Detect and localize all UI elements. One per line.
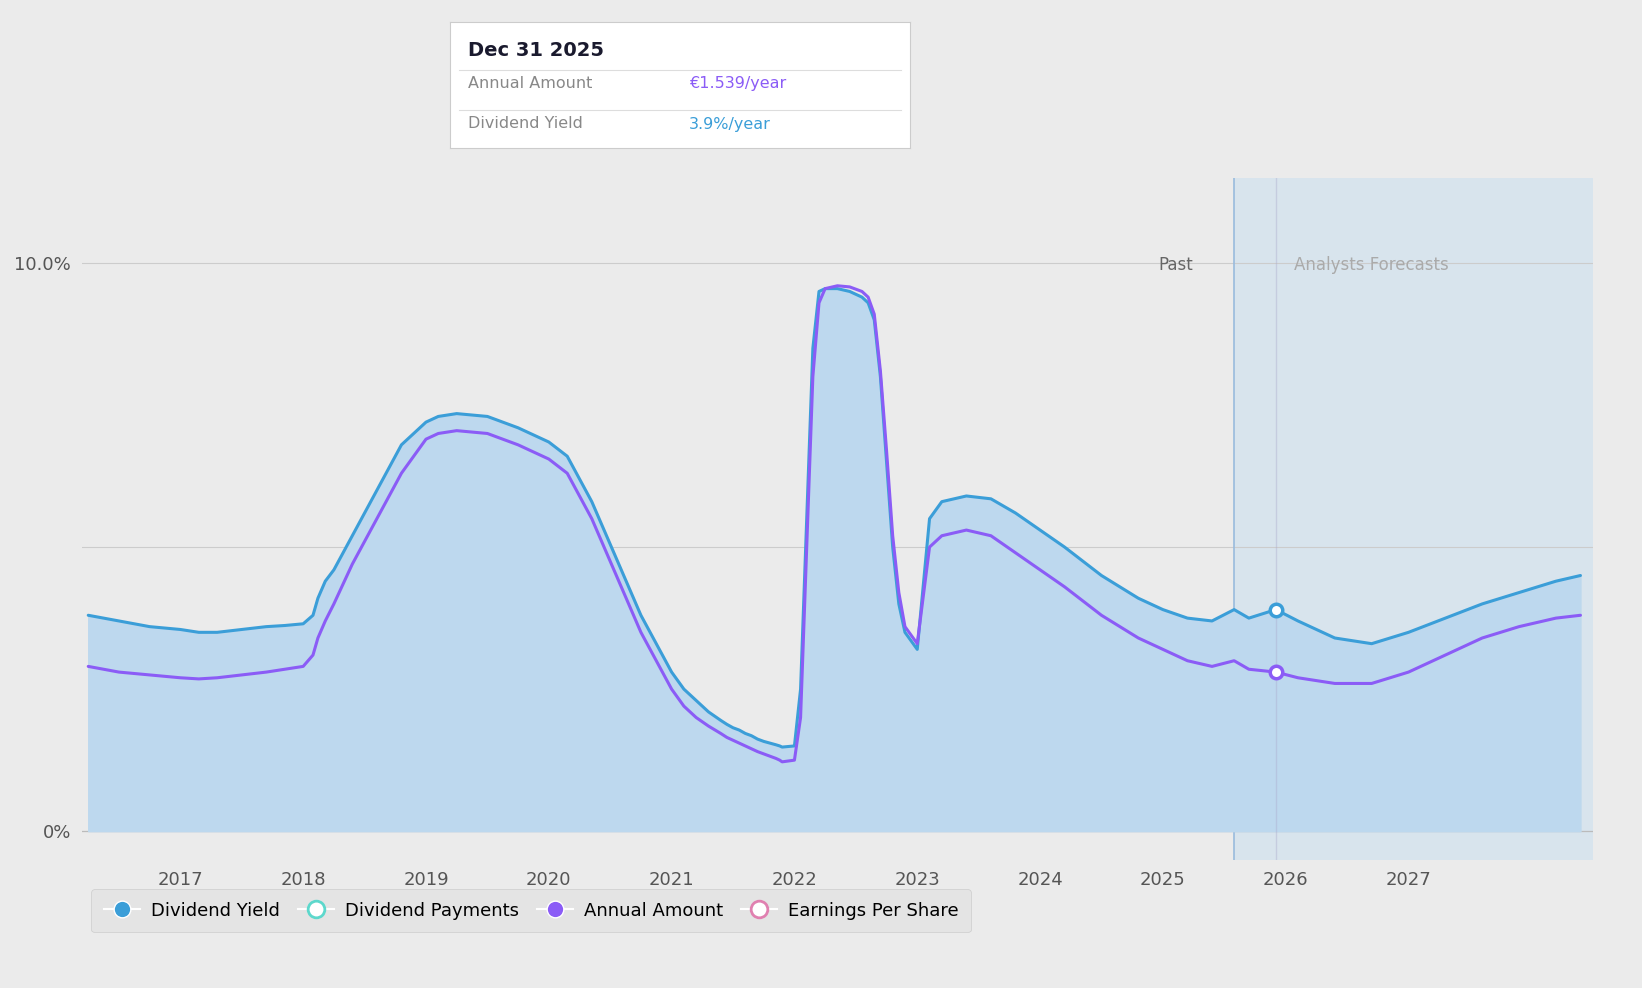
Text: Dec 31 2025: Dec 31 2025	[468, 41, 604, 60]
Legend: Dividend Yield, Dividend Payments, Annual Amount, Earnings Per Share: Dividend Yield, Dividend Payments, Annua…	[90, 889, 970, 933]
Text: Analysts Forecasts: Analysts Forecasts	[1294, 257, 1448, 275]
Bar	[1235, 178, 1593, 860]
Text: 3.9%/year: 3.9%/year	[690, 117, 772, 131]
Text: Past: Past	[1159, 257, 1194, 275]
Text: €1.539/year: €1.539/year	[690, 76, 787, 91]
Text: Dividend Yield: Dividend Yield	[468, 117, 583, 131]
Text: Annual Amount: Annual Amount	[468, 76, 593, 91]
